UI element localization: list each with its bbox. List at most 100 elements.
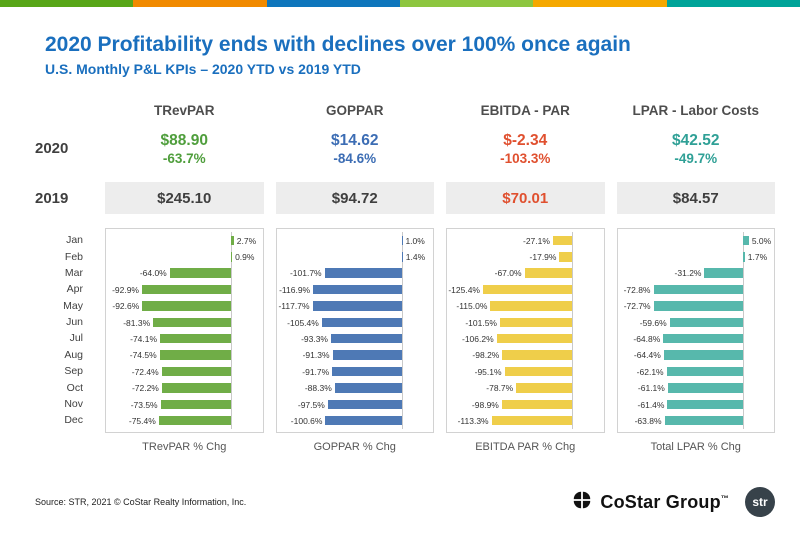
bar-row: 1.0% xyxy=(277,232,434,248)
bar-row: -98.9% xyxy=(447,396,604,412)
bar-value-label: -115.0% xyxy=(456,301,488,312)
bar-row: -61.1% xyxy=(618,380,775,396)
bar xyxy=(332,350,402,360)
bar-row: 0.9% xyxy=(106,249,263,265)
kpi-change: -103.3% xyxy=(500,151,551,167)
bar-value-label: -75.4% xyxy=(128,415,156,426)
spacer xyxy=(35,441,93,453)
bar-value-label: -78.7% xyxy=(486,383,514,394)
bar xyxy=(160,333,232,344)
bar xyxy=(663,350,743,360)
bar xyxy=(667,383,743,393)
bar xyxy=(169,268,232,278)
bar-row: -31.2% xyxy=(618,265,775,281)
months-axis: Jan Feb Mar Apr May Jun Jul Aug Sep Oct Nov Dec xyxy=(35,228,93,433)
bar xyxy=(313,284,402,295)
bar xyxy=(491,415,573,426)
footer-logos: CoStar Group™ str xyxy=(571,487,775,517)
bar xyxy=(231,252,233,262)
bar xyxy=(153,317,232,328)
kpi-change: -49.7% xyxy=(674,151,718,167)
lpar-chart: 5.0% 1.7% -31.2% -72.8% -72.7% -59.6% -64.8% -6… xyxy=(616,228,775,434)
bar xyxy=(667,399,743,410)
bar-row: -115.0% xyxy=(447,298,604,314)
bar-row: -75.4% xyxy=(106,412,263,428)
bar-value-label: -72.4% xyxy=(131,366,159,377)
bar xyxy=(669,317,743,328)
str-logo: str xyxy=(745,487,775,517)
zero-axis-line xyxy=(401,232,403,430)
column-header-trevpar: TRevPAR xyxy=(153,103,215,118)
bar-value-label: -117.7% xyxy=(278,301,310,312)
month-label: May xyxy=(63,299,83,312)
bar xyxy=(664,415,743,426)
bar-value-label: -91.7% xyxy=(302,366,330,377)
bar-value-label: -88.3% xyxy=(304,383,332,394)
bar xyxy=(504,366,573,377)
bar-value-label: -125.4% xyxy=(448,284,480,295)
bar-value-label: -91.3% xyxy=(302,350,330,361)
bar-value-label: -17.9% xyxy=(529,252,557,263)
bar-value-label: -72.2% xyxy=(131,383,159,394)
bar-row: -117.7% xyxy=(277,298,434,314)
bar xyxy=(231,235,234,246)
bar xyxy=(653,301,743,311)
goppar-chart: 1.0% 1.4% -101.7% -116.9% -117.7% -105.4% -93.… xyxy=(275,228,434,434)
bar-row: -100.6% xyxy=(277,412,434,428)
kpi-cell-goppar-2020: $14.62 -84.6% xyxy=(276,131,435,166)
bar-value-label: -62.1% xyxy=(636,366,664,377)
month-label: Mar xyxy=(64,266,83,279)
costar-group-logo: CoStar Group™ xyxy=(571,489,729,516)
bar-row: -91.7% xyxy=(277,363,434,379)
costar-logo-text: CoStar Group™ xyxy=(600,491,729,512)
axis-title-ebitda: EBITDA PAR % Chg xyxy=(475,441,576,454)
kpi-band-goppar-2019: $94.72 xyxy=(275,182,434,215)
bar-row: 2.7% xyxy=(106,232,263,248)
bar-value-label: -95.1% xyxy=(474,366,502,377)
bar xyxy=(500,317,573,328)
row-label-2019: 2019 xyxy=(35,189,69,207)
bar xyxy=(327,399,402,410)
footer: Source: STR, 2021 © CoStar Realty Inform… xyxy=(35,487,775,517)
zero-axis-line xyxy=(572,232,574,430)
bar-row: -116.9% xyxy=(277,281,434,297)
bar-row: -74.5% xyxy=(106,347,263,363)
kpi-value: $88.90 xyxy=(160,132,208,149)
month-label: Sep xyxy=(64,365,83,378)
bar-value-label: -93.3% xyxy=(301,333,328,344)
bar-row: -72.2% xyxy=(106,380,263,396)
bar-row: -97.5% xyxy=(277,396,434,412)
kpi-row-2020: 2020 $88.90 -63.7% $14.62 -84.6% $-2.34 … xyxy=(35,131,775,166)
kpi-band-ebitda-2019: $70.01 xyxy=(446,182,605,215)
bar-row: -95.1% xyxy=(447,363,604,379)
bar-row: -98.2% xyxy=(447,347,604,363)
month-label: Nov xyxy=(64,398,83,411)
bar-row: -74.1% xyxy=(106,330,263,346)
bar-value-label: -74.5% xyxy=(129,350,157,361)
bar xyxy=(160,399,232,410)
bar-row: -106.2% xyxy=(447,330,604,346)
bar xyxy=(516,383,573,393)
strip-segment xyxy=(0,0,134,7)
bar xyxy=(331,333,402,344)
bar xyxy=(325,415,402,426)
bar-value-label: -98.9% xyxy=(471,399,499,410)
bar xyxy=(401,252,403,262)
bar-row: -72.8% xyxy=(618,281,775,297)
bar-row: -88.3% xyxy=(277,380,434,396)
month-label: Feb xyxy=(64,250,83,263)
bar-row: -113.3% xyxy=(447,412,604,428)
bar-row: -101.5% xyxy=(447,314,604,330)
bar xyxy=(159,350,232,360)
kpi-change: -63.7% xyxy=(162,151,206,167)
bar-value-label: -59.6% xyxy=(639,317,667,328)
bar xyxy=(483,284,573,295)
month-label: Apr xyxy=(66,283,83,296)
bar xyxy=(653,284,743,295)
bar-value-label: 5.0% xyxy=(751,235,772,246)
bar-value-label: -101.5% xyxy=(465,317,497,328)
bar-value-label: -97.5% xyxy=(297,399,325,410)
month-label: Jun xyxy=(66,316,83,329)
bar-row: -91.3% xyxy=(277,347,434,363)
strip-segment xyxy=(666,0,800,7)
